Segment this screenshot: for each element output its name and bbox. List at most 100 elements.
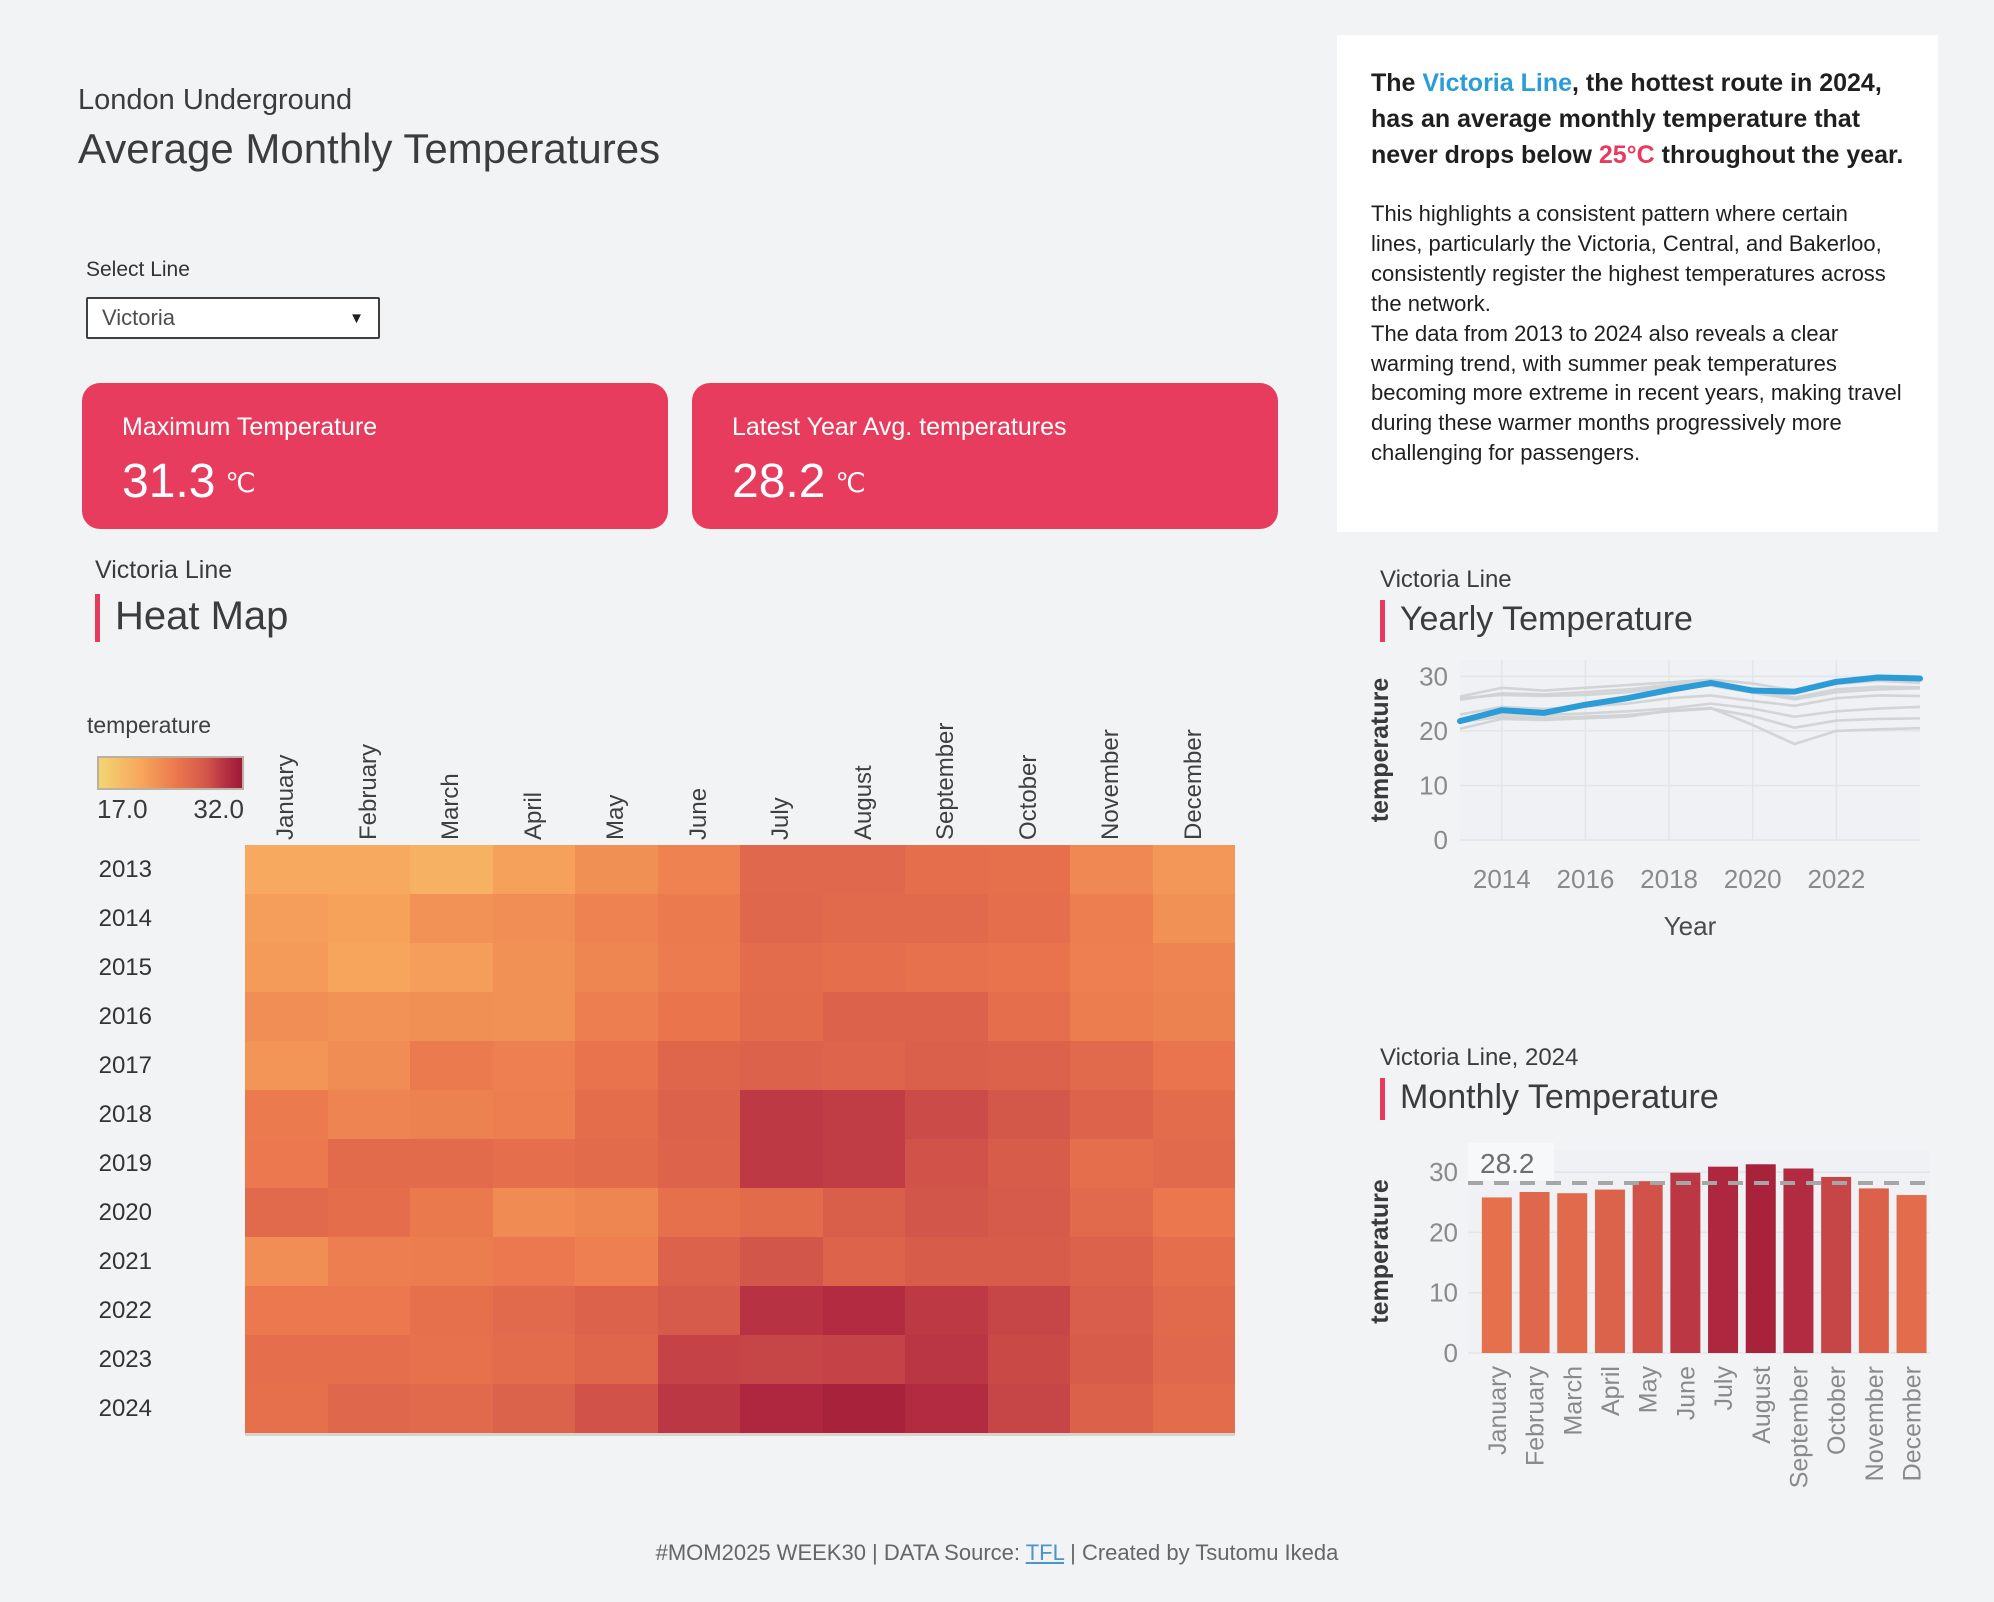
- heatmap-cell[interactable]: [822, 845, 905, 894]
- heatmap-cell[interactable]: [740, 1384, 823, 1433]
- heatmap-cell[interactable]: [1152, 992, 1235, 1041]
- heatmap-cell[interactable]: [657, 894, 740, 943]
- heatmap-cell[interactable]: [1070, 1188, 1153, 1237]
- heatmap-cell[interactable]: [740, 1286, 823, 1335]
- heatmap-cell[interactable]: [740, 943, 823, 992]
- heatmap-cell[interactable]: [987, 1335, 1070, 1384]
- heatmap-cell[interactable]: [410, 1335, 493, 1384]
- heatmap-cell[interactable]: [575, 894, 658, 943]
- heatmap-cell[interactable]: [245, 845, 328, 894]
- heatmap-cell[interactable]: [410, 943, 493, 992]
- heatmap-cell[interactable]: [740, 845, 823, 894]
- heatmap-cell[interactable]: [575, 1041, 658, 1090]
- heatmap-cell[interactable]: [1152, 1237, 1235, 1286]
- heatmap-cell[interactable]: [822, 1286, 905, 1335]
- heatmap-cell[interactable]: [740, 1237, 823, 1286]
- heatmap-cell[interactable]: [905, 894, 988, 943]
- heatmap-cell[interactable]: [657, 1237, 740, 1286]
- heatmap-cell[interactable]: [822, 1188, 905, 1237]
- monthly-bar[interactable]: [1783, 1168, 1814, 1353]
- heatmap-cell[interactable]: [410, 894, 493, 943]
- heatmap-cell[interactable]: [905, 845, 988, 894]
- monthly-bar[interactable]: [1481, 1197, 1512, 1353]
- heatmap-cell[interactable]: [410, 1041, 493, 1090]
- heatmap-cell[interactable]: [657, 1041, 740, 1090]
- heatmap-cell[interactable]: [905, 1139, 988, 1188]
- heatmap-cell[interactable]: [1070, 894, 1153, 943]
- heatmap-cell[interactable]: [410, 1237, 493, 1286]
- heatmap-cell[interactable]: [987, 992, 1070, 1041]
- monthly-bar[interactable]: [1557, 1193, 1588, 1353]
- heatmap-cell[interactable]: [575, 1237, 658, 1286]
- heatmap-cell[interactable]: [822, 894, 905, 943]
- heatmap-cell[interactable]: [327, 1139, 410, 1188]
- heatmap-cell[interactable]: [575, 1139, 658, 1188]
- heatmap-cell[interactable]: [1070, 1384, 1153, 1433]
- heatmap-cell[interactable]: [1152, 1188, 1235, 1237]
- heatmap-cell[interactable]: [657, 992, 740, 1041]
- heatmap-cell[interactable]: [1152, 1139, 1235, 1188]
- heatmap-cell[interactable]: [1070, 943, 1153, 992]
- heatmap-cell[interactable]: [327, 1335, 410, 1384]
- data-source-link[interactable]: TFL: [1025, 1540, 1065, 1565]
- heatmap-cell[interactable]: [492, 943, 575, 992]
- heatmap-cell[interactable]: [1070, 1090, 1153, 1139]
- heatmap-cell[interactable]: [575, 1335, 658, 1384]
- heatmap-cell[interactable]: [987, 1384, 1070, 1433]
- monthly-bar[interactable]: [1708, 1166, 1739, 1353]
- heatmap-cell[interactable]: [987, 1041, 1070, 1090]
- heatmap-cell[interactable]: [740, 1139, 823, 1188]
- heatmap-cell[interactable]: [1070, 1237, 1153, 1286]
- heatmap-cell[interactable]: [410, 845, 493, 894]
- heatmap-cell[interactable]: [657, 845, 740, 894]
- heatmap-cell[interactable]: [822, 1041, 905, 1090]
- heatmap-cell[interactable]: [575, 845, 658, 894]
- heatmap-cell[interactable]: [1070, 1041, 1153, 1090]
- heatmap-cell[interactable]: [492, 1090, 575, 1139]
- heatmap-cell[interactable]: [492, 1139, 575, 1188]
- heatmap-cell[interactable]: [987, 1090, 1070, 1139]
- heatmap-cell[interactable]: [327, 1384, 410, 1433]
- heatmap-cell[interactable]: [245, 1335, 328, 1384]
- heatmap-cell[interactable]: [327, 1237, 410, 1286]
- heatmap-cell[interactable]: [327, 1041, 410, 1090]
- heatmap-cell[interactable]: [327, 1090, 410, 1139]
- heatmap-cell[interactable]: [905, 1384, 988, 1433]
- heatmap-cell[interactable]: [740, 1188, 823, 1237]
- heatmap-cell[interactable]: [245, 943, 328, 992]
- heatmap-cell[interactable]: [905, 1090, 988, 1139]
- heatmap-cell[interactable]: [245, 1090, 328, 1139]
- heatmap-cell[interactable]: [987, 1188, 1070, 1237]
- heatmap-cell[interactable]: [410, 1090, 493, 1139]
- heatmap-cell[interactable]: [1152, 1335, 1235, 1384]
- monthly-bar[interactable]: [1670, 1172, 1701, 1353]
- heatmap-cell[interactable]: [245, 894, 328, 943]
- monthly-bar[interactable]: [1858, 1188, 1889, 1353]
- heatmap-cell[interactable]: [492, 1286, 575, 1335]
- heatmap-cell[interactable]: [1152, 1090, 1235, 1139]
- heatmap-cell[interactable]: [1070, 1335, 1153, 1384]
- heatmap-cell[interactable]: [1152, 1384, 1235, 1433]
- heatmap-cell[interactable]: [245, 1139, 328, 1188]
- heatmap-cell[interactable]: [905, 1041, 988, 1090]
- heatmap-cell[interactable]: [905, 1286, 988, 1335]
- heatmap-cell[interactable]: [822, 1237, 905, 1286]
- monthly-bar[interactable]: [1745, 1164, 1776, 1353]
- heatmap-cell[interactable]: [245, 1384, 328, 1433]
- heatmap-cell[interactable]: [822, 1139, 905, 1188]
- heatmap-cell[interactable]: [987, 845, 1070, 894]
- heatmap-cell[interactable]: [492, 1237, 575, 1286]
- heatmap-cell[interactable]: [987, 1237, 1070, 1286]
- heatmap-cell[interactable]: [905, 1237, 988, 1286]
- heatmap-cell[interactable]: [905, 992, 988, 1041]
- heatmap-cell[interactable]: [410, 1286, 493, 1335]
- heatmap-cell[interactable]: [740, 992, 823, 1041]
- heatmap-cell[interactable]: [740, 894, 823, 943]
- heatmap-cell[interactable]: [905, 1335, 988, 1384]
- heatmap-cell[interactable]: [327, 845, 410, 894]
- heatmap-cell[interactable]: [740, 1335, 823, 1384]
- monthly-bar[interactable]: [1594, 1189, 1625, 1353]
- monthly-bar[interactable]: [1519, 1191, 1550, 1353]
- heatmap-cell[interactable]: [1152, 1041, 1235, 1090]
- heatmap-cell[interactable]: [575, 1188, 658, 1237]
